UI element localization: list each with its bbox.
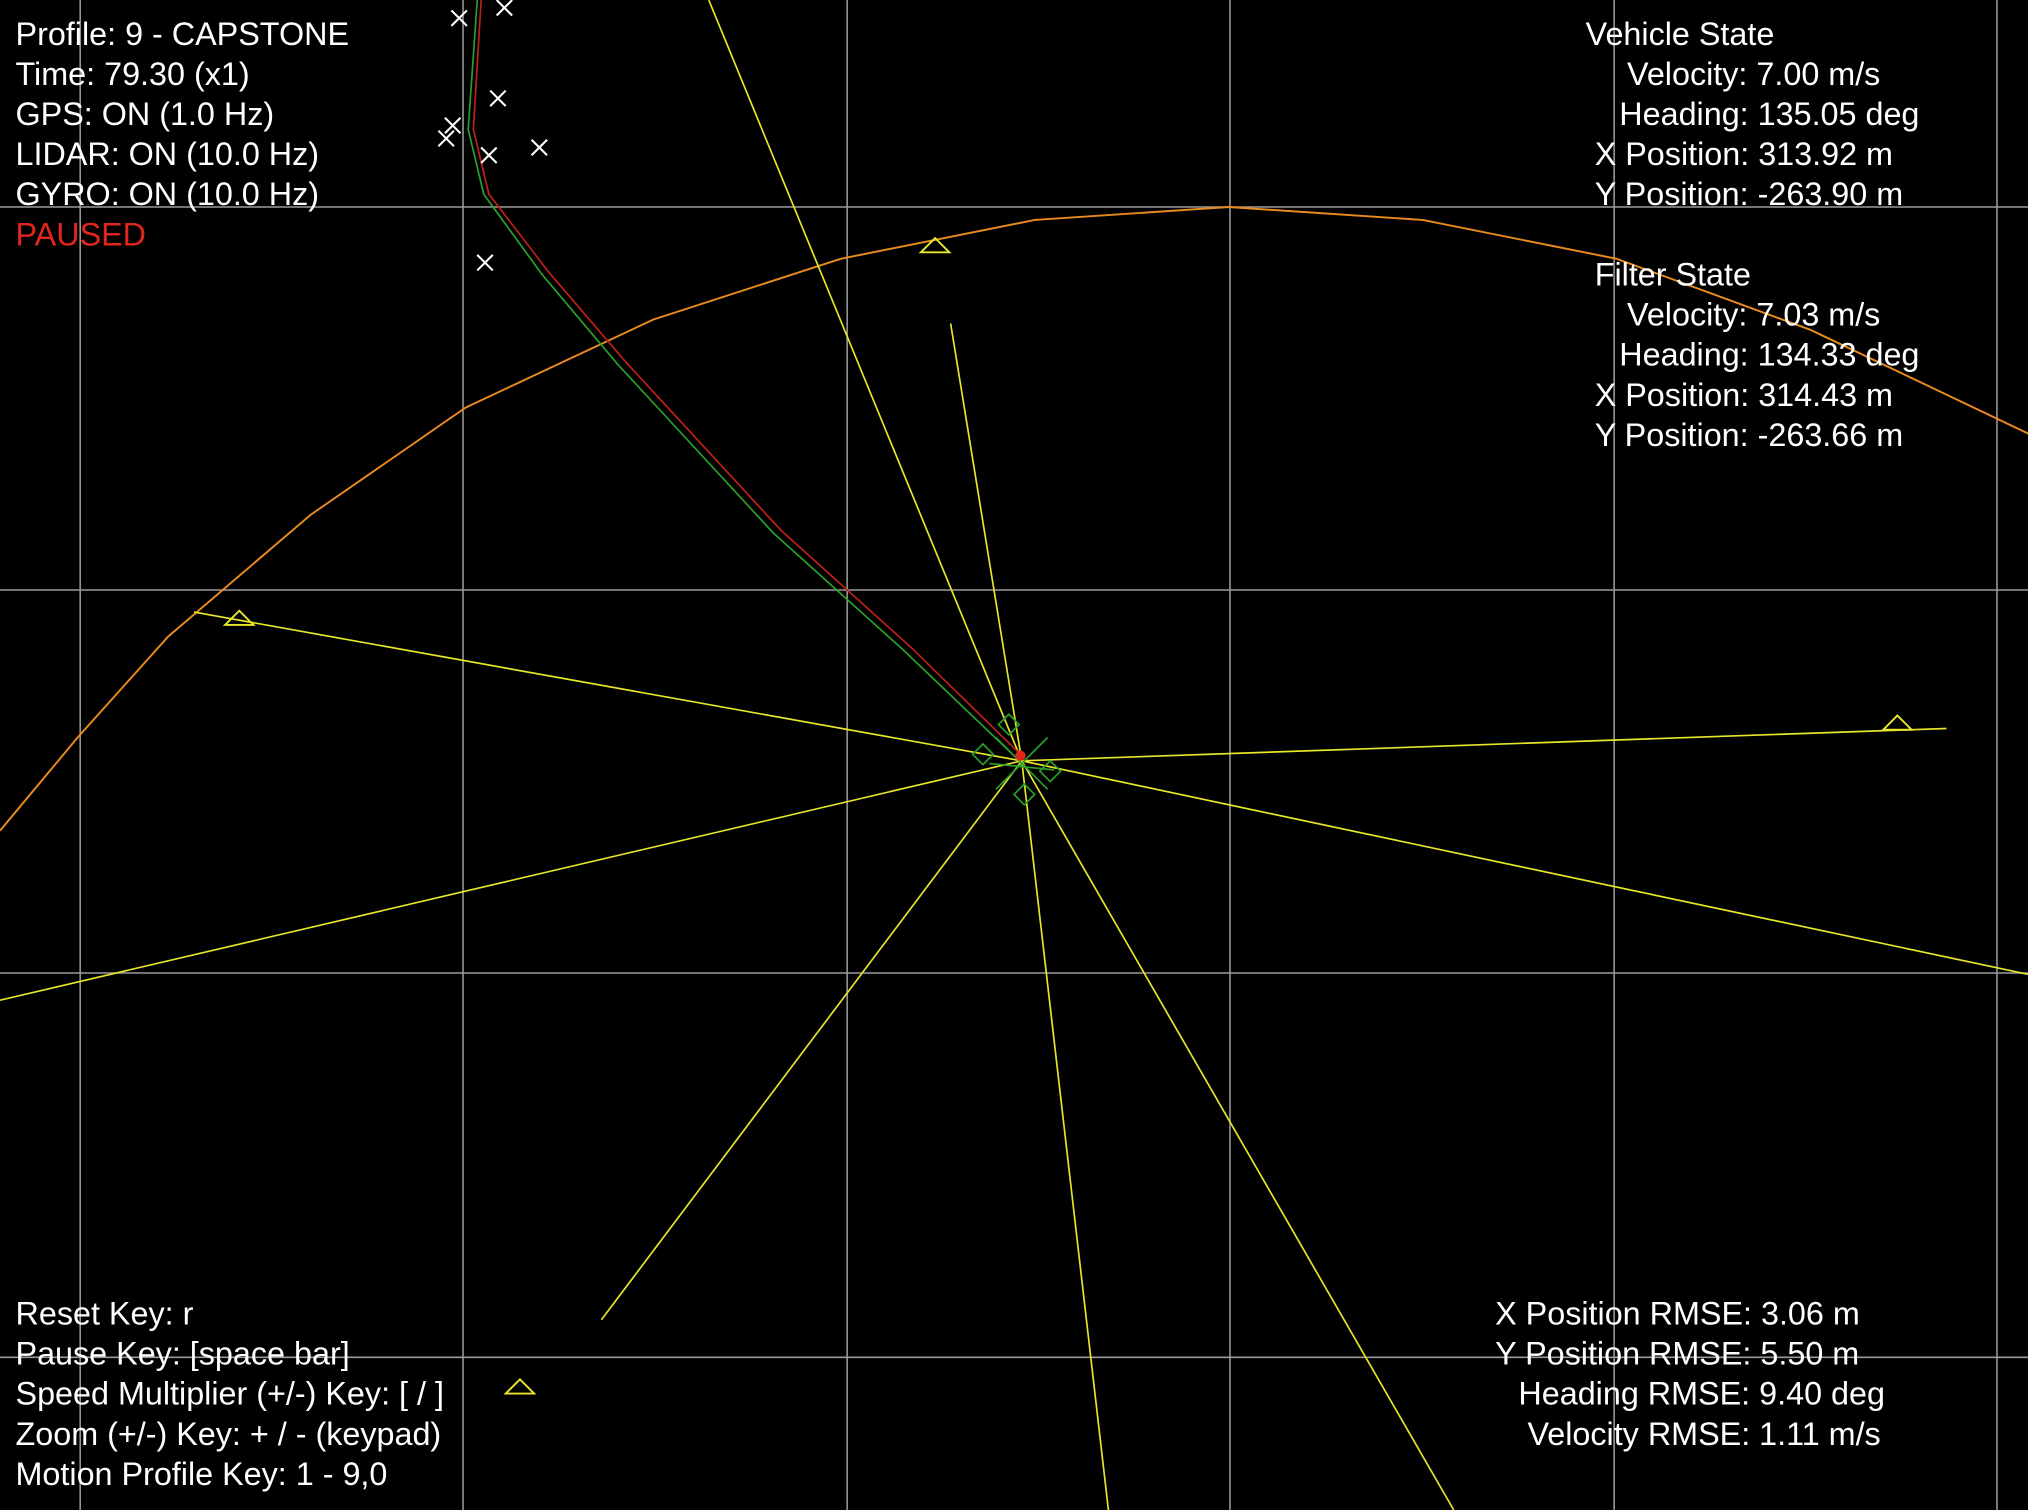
- landmark: [222, 609, 256, 626]
- vehicle-position: [1015, 750, 1026, 761]
- overlay-text: Profile: 9 - CAPSTONE Time: 79.30 (x1) GPS…: [16, 16, 1920, 1492]
- filter-state-line: Velocity: 7.03 m/s: [1627, 297, 1880, 333]
- gps-marks: [437, 0, 548, 272]
- gps-mark: [530, 139, 548, 157]
- ray: [0, 760, 1022, 1002]
- landmark: [503, 1377, 537, 1395]
- key-help-line: Motion Profile Key: 1 - 9,0: [16, 1456, 388, 1492]
- ray: [193, 611, 1022, 762]
- filter-state-line: Heading: 134.33 deg: [1619, 337, 1919, 373]
- rmse-line: Y Position RMSE: 5.50 m: [1495, 1336, 1859, 1372]
- vehicle-state-line: Heading: 135.05 deg: [1619, 96, 1919, 132]
- vehicle-cross: [989, 736, 1055, 790]
- vehicle-state-line: Y Position: -263.90 m: [1595, 176, 1903, 212]
- gps-mark: [480, 146, 498, 164]
- ray: [1021, 759, 2028, 976]
- status-line: GPS: ON (1.0 Hz): [16, 96, 275, 132]
- paused-indicator: PAUSED: [16, 216, 147, 252]
- vehicle: [971, 713, 1062, 807]
- orange-track: [0, 206, 2028, 832]
- key-help-line: Pause Key: [space bar]: [16, 1336, 350, 1372]
- rmse-line: X Position RMSE: 3.06 m: [1495, 1295, 1860, 1331]
- filter-state-line: Y Position: -263.66 m: [1595, 417, 1903, 453]
- ray: [600, 760, 1023, 1321]
- particles: [971, 713, 1062, 807]
- status-line: Profile: 9 - CAPSTONE: [16, 16, 349, 52]
- key-help-line: Reset Key: r: [16, 1295, 194, 1331]
- status-line: LIDAR: ON (10.0 Hz): [16, 136, 320, 172]
- gps-mark: [437, 129, 455, 147]
- key-help-line: Zoom (+/-) Key: + / - (keypad): [16, 1416, 442, 1452]
- rmse-line: Heading RMSE: 9.40 deg: [1518, 1376, 1885, 1412]
- key-help-line: Speed Multiplier (+/-) Key: [ / ]: [16, 1376, 444, 1412]
- gps-mark: [450, 9, 468, 27]
- gps-mark: [476, 254, 494, 272]
- gps-mark: [489, 89, 507, 107]
- filter-state-line: X Position: 314.43 m: [1595, 377, 1893, 413]
- true-path: [472, 0, 1020, 754]
- status-line: GYRO: ON (10.0 Hz): [16, 176, 320, 212]
- landmarks: [222, 236, 1914, 1395]
- vehicle-state-line: Velocity: 7.00 m/s: [1627, 56, 1880, 92]
- ray: [1021, 727, 1947, 762]
- ray: [949, 323, 1023, 761]
- filter-state-title: Filter State: [1595, 256, 1751, 292]
- status-line: Time: 79.30 (x1): [16, 56, 250, 92]
- rmse-line: Velocity RMSE: 1.11 m/s: [1527, 1416, 1880, 1452]
- gps-mark: [495, 0, 513, 17]
- ray: [707, 0, 1023, 762]
- vehicle-state-title: Vehicle State: [1586, 16, 1775, 52]
- ray: [1020, 760, 1110, 1510]
- estimated-path: [467, 0, 1015, 757]
- ray: [1021, 760, 1455, 1510]
- landmark: [918, 236, 952, 254]
- vehicle-state-line: X Position: 313.92 m: [1595, 136, 1893, 172]
- landmark: [1880, 714, 1914, 731]
- gps-mark: [444, 117, 462, 135]
